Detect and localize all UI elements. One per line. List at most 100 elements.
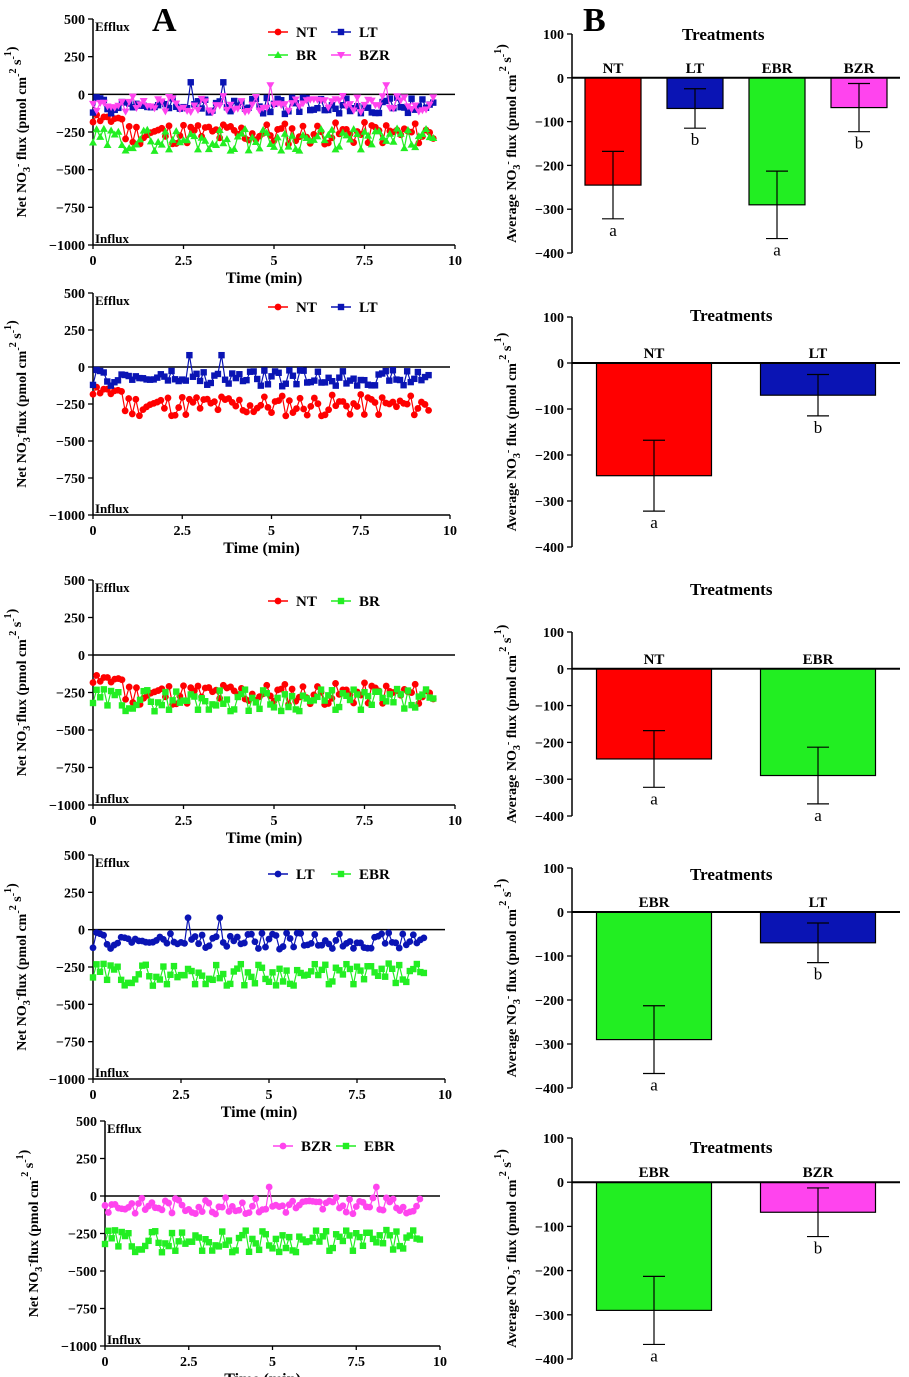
data-point xyxy=(296,707,303,715)
data-point xyxy=(411,143,420,151)
data-point xyxy=(129,705,137,712)
data-point xyxy=(218,351,225,359)
data-point xyxy=(414,368,422,376)
data-point xyxy=(389,367,397,374)
bar-chart-B5: 100 0 −100 −200 −300 −400 Treatments Average NO… xyxy=(493,1132,900,1368)
legend-marker xyxy=(274,28,282,36)
data-point xyxy=(343,95,350,102)
data-point xyxy=(167,930,174,938)
data-point xyxy=(165,706,173,713)
data-point xyxy=(325,692,332,699)
data-point xyxy=(327,125,336,133)
data-point xyxy=(311,377,318,384)
data-point xyxy=(279,1232,286,1239)
data-point xyxy=(354,691,361,698)
bar-ebr xyxy=(748,77,806,206)
data-point xyxy=(278,707,285,715)
data-point xyxy=(103,976,111,984)
y-tick-label: −100 xyxy=(535,700,564,715)
data-point xyxy=(326,1247,333,1254)
legend-marker xyxy=(274,51,282,58)
data-point xyxy=(146,973,153,980)
y-tick-label: −1000 xyxy=(49,799,85,814)
data-point xyxy=(286,367,293,374)
data-point xyxy=(93,961,100,968)
data-point xyxy=(375,371,382,378)
data-point xyxy=(133,123,140,131)
data-point xyxy=(125,1230,132,1237)
y-axis-label-part: - xyxy=(8,330,19,333)
category-label: EBR xyxy=(639,1165,670,1181)
data-point xyxy=(385,129,394,137)
y-axis-label-part: flux (pmol cm xyxy=(505,655,520,742)
data-point xyxy=(142,961,149,968)
data-point xyxy=(360,976,368,983)
data-point xyxy=(246,402,254,409)
data-point xyxy=(406,938,414,946)
data-point xyxy=(273,133,282,141)
data-point xyxy=(89,100,97,108)
data-point xyxy=(338,92,347,100)
category-label: EBR xyxy=(639,895,670,911)
x-axis-label: Time (min) xyxy=(223,540,300,557)
significance-letter: a xyxy=(814,806,822,825)
data-point xyxy=(164,394,172,402)
data-point xyxy=(256,103,263,110)
data-point xyxy=(143,376,150,383)
category-label: LT xyxy=(809,346,828,362)
legend-item-nt: NT xyxy=(268,25,317,41)
data-point xyxy=(360,127,369,135)
data-point xyxy=(111,691,118,699)
significance-letter: a xyxy=(609,221,617,240)
data-point xyxy=(279,943,287,950)
data-point xyxy=(216,975,223,982)
legend-item-nt: NT xyxy=(268,300,317,316)
data-point xyxy=(277,146,286,154)
data-point xyxy=(118,371,125,378)
data-point xyxy=(204,107,213,115)
data-point xyxy=(193,145,202,153)
data-point xyxy=(342,131,351,139)
y-axis-label-part: - xyxy=(13,997,24,1000)
x-tick-label: 7.5 xyxy=(348,1355,366,1370)
y-axis-label-part: - xyxy=(503,652,514,655)
data-point xyxy=(259,687,267,694)
y-axis-label-part: 1 xyxy=(493,49,504,54)
data-point xyxy=(251,980,259,987)
data-point xyxy=(249,95,256,103)
data-point xyxy=(121,146,130,154)
data-point xyxy=(284,107,293,115)
data-point xyxy=(378,133,387,141)
data-point xyxy=(411,106,419,113)
data-point xyxy=(318,966,325,974)
data-point xyxy=(184,965,192,973)
data-point xyxy=(232,1247,239,1254)
chart-title: Treatments xyxy=(690,1138,773,1157)
legend-label: NT xyxy=(296,300,317,316)
data-point xyxy=(357,376,364,384)
data-point xyxy=(258,929,266,937)
data-point xyxy=(129,376,136,383)
x-tick-label: 0 xyxy=(90,1088,97,1103)
data-point xyxy=(332,119,339,127)
data-point xyxy=(135,971,142,978)
data-point xyxy=(342,1208,350,1216)
data-point xyxy=(162,100,169,108)
data-point xyxy=(389,105,398,113)
data-point xyxy=(371,382,379,389)
data-point xyxy=(150,146,159,154)
data-point xyxy=(147,698,155,705)
y-axis-label-part: Net xyxy=(27,1293,42,1318)
data-point xyxy=(328,391,336,399)
data-point xyxy=(240,939,248,947)
data-point xyxy=(136,374,143,382)
data-point xyxy=(276,965,283,972)
category-label: LT xyxy=(686,61,705,77)
data-point xyxy=(97,694,104,701)
data-point xyxy=(409,931,417,939)
y-axis-label-part: NO xyxy=(505,1004,520,1025)
data-point xyxy=(154,137,163,145)
y-axis-label-part: ) xyxy=(5,320,20,325)
significance-letter: a xyxy=(650,1346,658,1365)
data-point xyxy=(258,964,266,971)
